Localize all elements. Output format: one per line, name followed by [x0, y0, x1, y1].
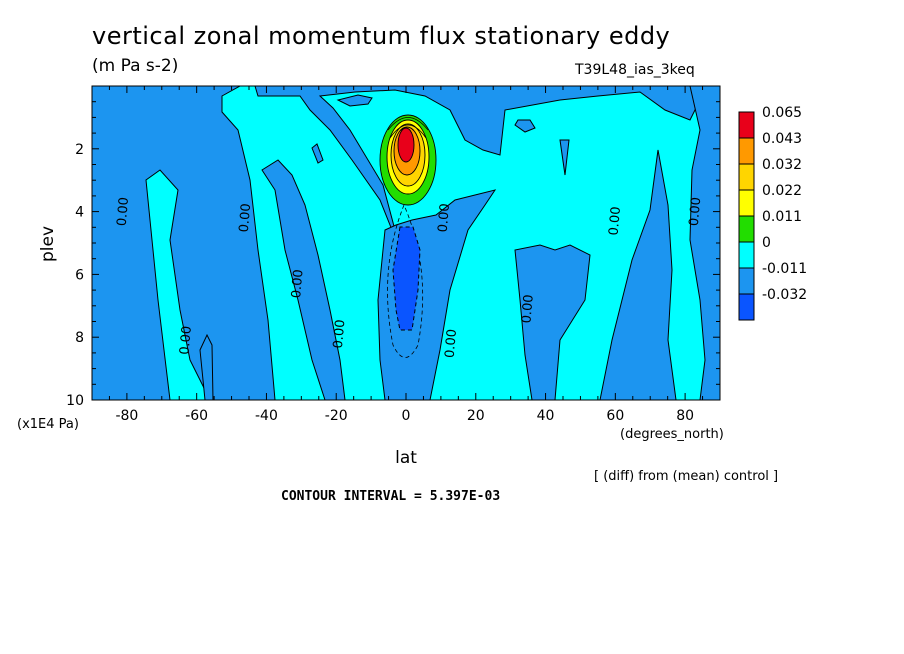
x-tick-label: 60	[606, 408, 624, 424]
colorbar-label: 0.022	[762, 183, 802, 199]
y-tick-label: 4	[75, 205, 84, 221]
colorbar-label: 0.011	[762, 209, 802, 225]
chart-units: (m Pa s-2)	[92, 56, 179, 76]
x-tick-label: -20	[325, 408, 348, 424]
colorbar-swatch	[738, 137, 755, 165]
contour-label: 0.00	[115, 197, 132, 227]
colorbar-label: 0	[762, 235, 771, 251]
colorbar-swatch	[738, 267, 755, 295]
colorbar: 0.065 0.043 0.032 0.022 0.011 0 -0.011 -0.032	[738, 105, 807, 321]
contour-label: 0.00	[237, 203, 254, 233]
negative-region	[254, 86, 701, 231]
negative-region	[559, 139, 570, 176]
negative-region	[689, 86, 720, 400]
y-tick-label: 8	[75, 330, 84, 346]
negative-region	[599, 149, 677, 400]
diff-note: [ (diff) from (mean) control ]	[594, 469, 779, 484]
contour-labels: 0.00 0.00 0.00 0.00 0.00 0.00 0.00 0.00 0.00 0.00	[115, 197, 705, 359]
y-tick-label: 10	[66, 393, 84, 409]
negative-region	[311, 143, 324, 164]
x-tick-label: -40	[255, 408, 278, 424]
colorbar-label: -0.032	[762, 287, 807, 303]
negative-region	[199, 333, 214, 400]
negative-contour-dashed	[392, 226, 421, 331]
plot-area: 0.00 0.00 0.00 0.00 0.00 0.00 0.00 0.00 0.00 0.00	[92, 86, 720, 400]
colorbar-swatch	[738, 163, 755, 191]
colorbar-label: 0.032	[762, 157, 802, 173]
x-tick-label: 80	[676, 408, 694, 424]
negative-contour-dashed	[387, 203, 424, 358]
y-tick-label: 2	[75, 142, 84, 158]
contour-label: 0.00	[177, 325, 194, 355]
colorbar-swatch	[738, 293, 755, 321]
y-axis-label: plev	[38, 226, 58, 262]
negative-region	[336, 94, 373, 107]
contour-label: 0.00	[519, 294, 536, 324]
colorbar-swatch	[738, 215, 755, 243]
colorbar-swatch	[738, 189, 755, 217]
contour-label: 0.00	[331, 319, 348, 349]
positive-contour-5	[397, 127, 415, 163]
y-axis-units: (x1E4 Pa)	[17, 417, 79, 432]
positive-maximum	[379, 114, 437, 206]
negative-region	[514, 119, 536, 133]
chart-title: vertical zonal momentum flux stationary …	[92, 22, 671, 50]
colorbar-label: 0.043	[762, 131, 802, 147]
x-tick-label: -80	[115, 408, 138, 424]
positive-contour-line	[387, 117, 429, 139]
colorbar-swatch	[738, 241, 755, 269]
x-tick-labels: -80 -60 -40 -20 0 20 40 60 80	[115, 408, 694, 424]
x-tick-label: -60	[185, 408, 208, 424]
contour-label: 0.00	[687, 197, 704, 227]
x-axis-units: (degrees_north)	[620, 427, 724, 442]
contour-label: 0.00	[607, 206, 624, 236]
x-axis-label: lat	[395, 448, 417, 468]
negative-minimum	[387, 203, 424, 358]
negative-minimum-region	[393, 227, 420, 330]
contour-interval: CONTOUR INTERVAL = 5.397E-03	[281, 489, 501, 504]
x-tick-label: 20	[467, 408, 485, 424]
y-tick-labels: 2 4 6 8 10	[66, 142, 84, 409]
y-tick-label: 6	[75, 267, 84, 283]
negative-region	[514, 244, 591, 400]
negative-region	[92, 86, 276, 400]
contour-label: 0.00	[443, 328, 460, 358]
colorbar-label: -0.011	[762, 261, 807, 277]
colorbar-label: 0.065	[762, 105, 802, 121]
contour-label: 0.00	[289, 269, 306, 299]
x-tick-label: 0	[402, 408, 411, 424]
negative-regions	[92, 86, 720, 400]
axis-ticks	[91, 86, 721, 401]
run-label: T39L48_ias_3keq	[575, 62, 695, 78]
x-tick-label: 40	[537, 408, 555, 424]
colorbar-swatch	[738, 111, 755, 139]
contour-label: 0.00	[436, 203, 453, 233]
negative-region	[261, 159, 346, 400]
